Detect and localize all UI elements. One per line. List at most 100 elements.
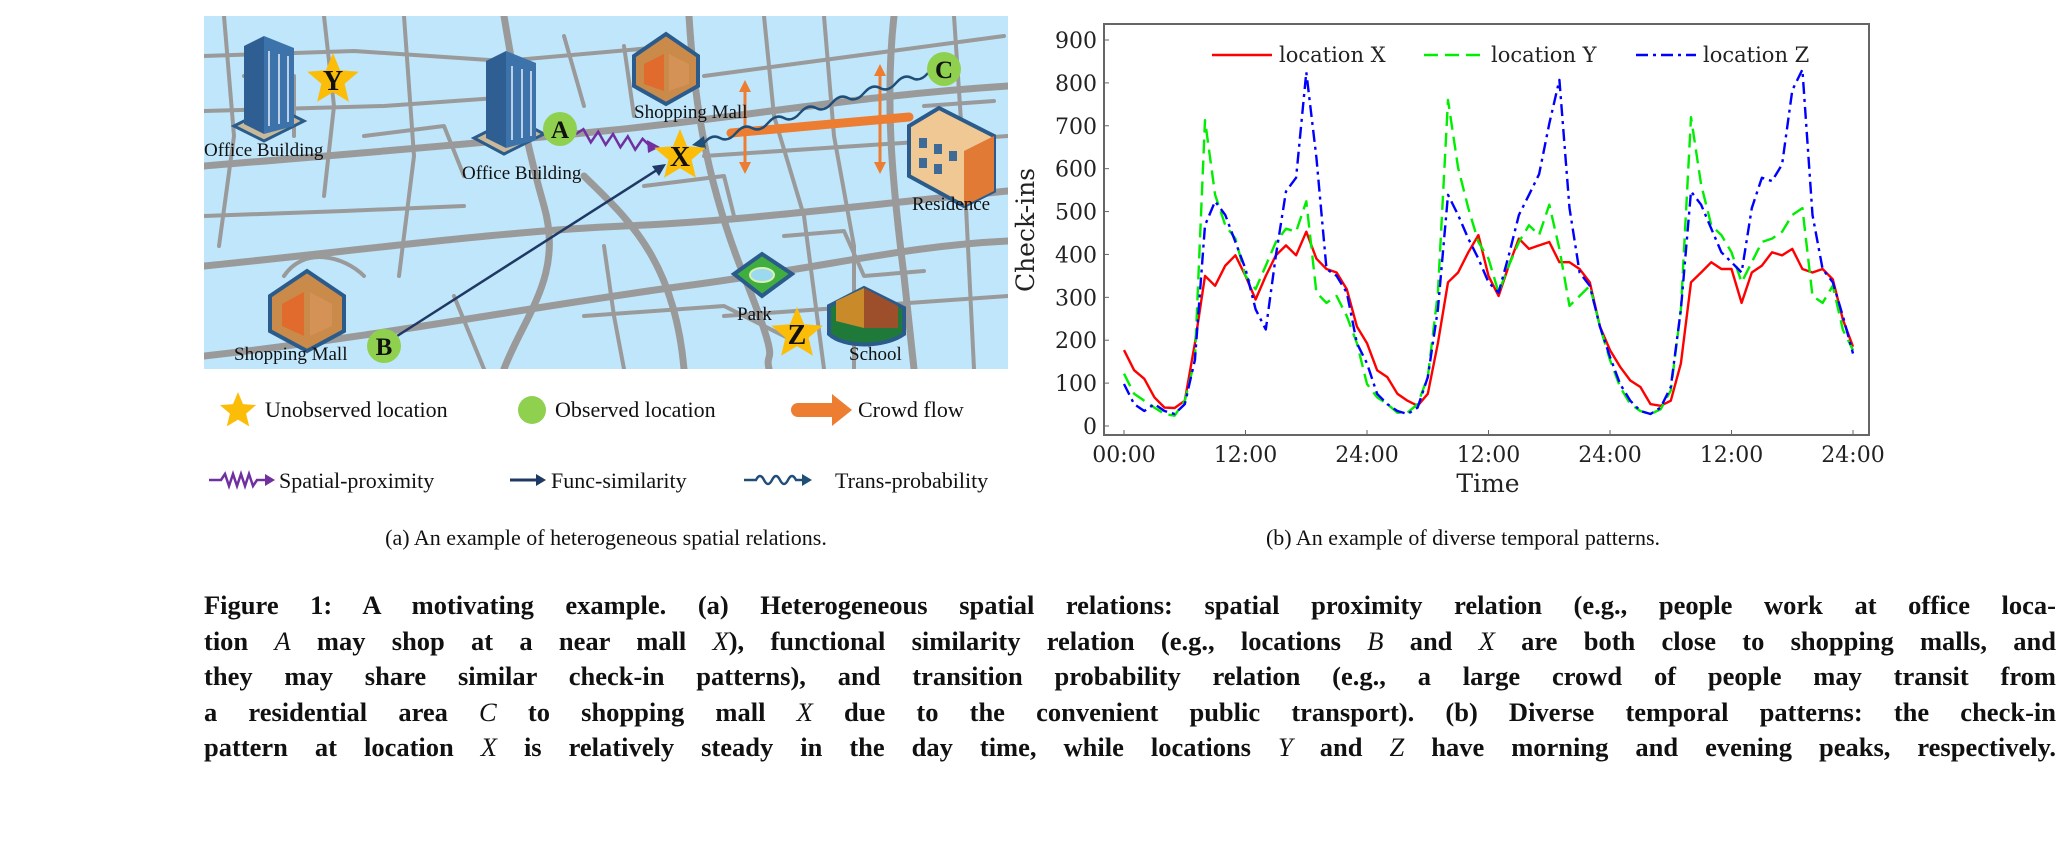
subcaption-a: (a) An example of heterogeneous spatial … xyxy=(385,525,827,550)
legend-spatial-proximity: Spatial-proximity xyxy=(279,468,435,493)
location-A-circle: A xyxy=(543,112,577,146)
location-X-label: X xyxy=(670,142,690,173)
caption-variable: X xyxy=(796,696,813,727)
caption-text: pattern at location xyxy=(204,732,481,763)
y-tick-label: 900 xyxy=(1055,29,1097,54)
caption-text: is relatively steady in the day time, wh… xyxy=(496,732,1278,763)
office-building-icon-1 xyxy=(230,36,308,143)
zigzag-arrow-icon xyxy=(209,470,275,490)
x-tick-label: 24:00 xyxy=(1578,443,1641,468)
caption-text: and xyxy=(1383,625,1479,656)
caption-variable: Z xyxy=(1389,732,1405,763)
caption-text: may shop at a near mall xyxy=(290,625,713,656)
x-tick-label: 12:00 xyxy=(1214,443,1277,468)
caption-line: Figure 1: A motivating example. (a) Hete… xyxy=(204,588,2056,624)
location-Y-star: Y xyxy=(307,53,359,102)
caption-text: ), functional similarity relation (e.g.,… xyxy=(728,625,1368,656)
label-school: School xyxy=(849,344,902,365)
y-tick-label: 600 xyxy=(1055,158,1097,183)
caption-variable: C xyxy=(479,696,497,727)
caption-text: tion xyxy=(204,625,275,656)
y-tick-label: 400 xyxy=(1055,243,1097,268)
road-network xyxy=(204,16,1008,369)
series-line-location-y xyxy=(1122,98,1855,417)
location-C-label: C xyxy=(935,57,953,84)
x-tick-label: 12:00 xyxy=(1457,443,1520,468)
school-icon xyxy=(827,285,906,347)
caption-variable: X xyxy=(712,625,729,656)
y-tick-label: 100 xyxy=(1055,372,1097,397)
office-building-icon-2 xyxy=(470,51,548,156)
location-B-label: B xyxy=(376,334,393,361)
shopping-mall-icon-1 xyxy=(632,31,700,107)
y-tick-label: 300 xyxy=(1055,286,1097,311)
y-axis-label: Check-ins xyxy=(1011,168,1040,292)
label-office-building-1: Office Building xyxy=(204,140,324,161)
caption-text: a residential area xyxy=(204,696,480,727)
y-tick-label: 0 xyxy=(1083,415,1097,440)
location-Z-label: Z xyxy=(788,320,807,351)
caption-line: pattern at location X is relatively stea… xyxy=(204,730,2056,766)
star-icon xyxy=(219,392,257,427)
legend-unobserved-location: Unobserved location xyxy=(265,397,448,422)
chart-legend: location X location Y location Z xyxy=(1212,43,1809,67)
straight-arrow-icon xyxy=(510,474,546,486)
caption-line: a residential area C to shopping mall X … xyxy=(204,695,2056,731)
y-tick-label: 200 xyxy=(1055,329,1097,354)
legend-crowd-flow: Crowd flow xyxy=(858,397,964,422)
label-shopping-mall-1: Shopping Mall xyxy=(634,102,747,123)
caption-text: are both close to shopping malls, and xyxy=(1494,625,2056,656)
caption-text: have morning and evening peaks, respecti… xyxy=(1404,732,2056,763)
legend-label: location X xyxy=(1279,43,1386,67)
checkins-line-chart: 0 100 200 300 400 500 600 700 800 900 00:00 12:00 2… xyxy=(1011,23,1885,498)
subcaption-b: (b) An example of diverse temporal patte… xyxy=(1265,525,1661,550)
y-axis-ticks: 0 100 200 300 400 500 600 700 800 900 xyxy=(1055,29,1109,440)
caption-variable: A xyxy=(274,625,291,656)
location-Y-label: Y xyxy=(323,66,343,97)
legend-label: location Y xyxy=(1491,43,1598,67)
caption-text: they may share similar check-in patterns… xyxy=(204,661,2056,692)
plot-area xyxy=(1103,23,1870,436)
trans-probability-relation xyxy=(692,72,929,149)
caption-variable: Y xyxy=(1278,732,1293,763)
x-tick-label: 12:00 xyxy=(1700,443,1763,468)
location-Z-star: Z xyxy=(771,307,823,356)
location-A-label: A xyxy=(551,117,569,144)
x-tick-label: 00:00 xyxy=(1092,443,1155,468)
label-residence: Residence xyxy=(912,194,990,215)
legend-trans-probability: Trans-probability xyxy=(835,468,989,493)
label-office-building-2: Office Building xyxy=(462,163,582,184)
x-axis-label: Time xyxy=(1456,469,1519,498)
spatial-proximity-relation xyxy=(575,127,660,153)
legend-func-similarity: Func-similarity xyxy=(551,468,687,493)
caption-variable: B xyxy=(1367,625,1384,656)
y-tick-label: 700 xyxy=(1055,115,1097,140)
x-tick-label: 24:00 xyxy=(1335,443,1398,468)
series-lines xyxy=(1122,68,1855,417)
legend-observed-location: Observed location xyxy=(555,397,716,422)
caption-variable: X xyxy=(1478,625,1495,656)
caption-line: tion A may shop at a near mall X), funct… xyxy=(204,624,2056,660)
caption-text: due to the convenient public transport).… xyxy=(812,696,2056,727)
x-axis-ticks: 00:00 12:00 24:00 12:00 24:00 12:00 24:00 xyxy=(1092,430,1885,468)
thick-arrow-icon xyxy=(791,394,852,426)
func-similarity-relation xyxy=(393,164,666,340)
wavy-arrow-icon xyxy=(744,474,812,486)
label-park: Park xyxy=(737,304,772,325)
residence-icon xyxy=(907,105,996,209)
caption-text: and xyxy=(1292,732,1390,763)
y-tick-label: 800 xyxy=(1055,72,1097,97)
location-B-circle: B xyxy=(367,329,401,363)
caption-variable: X xyxy=(480,732,497,763)
park-icon xyxy=(730,251,796,299)
spatial-relations-map: Y X Z A B C Office Building Office Build… xyxy=(204,16,1008,369)
y-tick-label: 500 xyxy=(1055,201,1097,226)
location-C-circle: C xyxy=(927,52,961,86)
x-tick-label: 24:00 xyxy=(1821,443,1884,468)
caption-text: Figure 1: A motivating example. (a) Hete… xyxy=(204,590,2056,620)
caption-text: to shopping mall xyxy=(496,696,797,727)
caption-line: they may share similar check-in patterns… xyxy=(204,659,2056,695)
figure-caption: Figure 1: A motivating example. (a) Hete… xyxy=(204,588,2056,766)
legend-label: location Z xyxy=(1703,43,1809,67)
location-X-star: X xyxy=(654,129,706,178)
